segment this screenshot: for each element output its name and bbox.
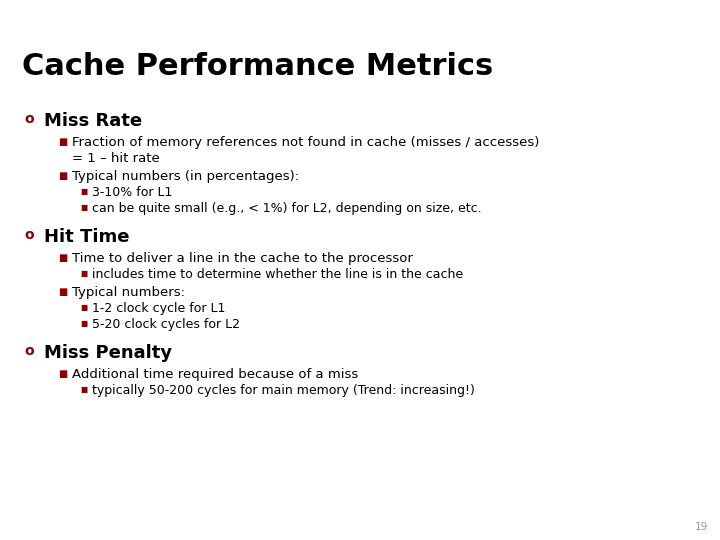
Text: Time to deliver a line in the cache to the processor: Time to deliver a line in the cache to t… [72, 252, 413, 265]
Text: University: University [657, 10, 709, 19]
Text: Fraction of memory references not found in cache (misses / accesses): Fraction of memory references not found … [72, 136, 539, 149]
Text: Cache Performance Metrics: Cache Performance Metrics [22, 52, 493, 81]
Text: Seoul National: Seoul National [634, 5, 709, 15]
Text: includes time to determine whether the line is in the cache: includes time to determine whether the l… [92, 268, 463, 281]
Text: = 1 – hit rate: = 1 – hit rate [72, 152, 160, 165]
Text: 19: 19 [695, 522, 708, 532]
Text: 1-2 clock cycle for L1: 1-2 clock cycle for L1 [92, 302, 225, 315]
Text: ■: ■ [80, 385, 87, 394]
Text: Miss Penalty: Miss Penalty [44, 344, 172, 362]
Text: Typical numbers:: Typical numbers: [72, 286, 185, 299]
Text: Additional time required because of a miss: Additional time required because of a mi… [72, 368, 359, 381]
Text: ■: ■ [80, 319, 87, 328]
Text: 5-20 clock cycles for L2: 5-20 clock cycles for L2 [92, 318, 240, 331]
Text: Miss Rate: Miss Rate [44, 112, 142, 130]
Text: ■: ■ [58, 253, 67, 263]
Text: typically 50-200 cycles for main memory (Trend: increasing!): typically 50-200 cycles for main memory … [92, 384, 475, 397]
Text: ■: ■ [80, 269, 87, 278]
Text: o: o [24, 112, 34, 126]
Text: can be quite small (e.g., < 1%) for L2, depending on size, etc.: can be quite small (e.g., < 1%) for L2, … [92, 202, 482, 215]
Text: ■: ■ [80, 203, 87, 212]
Text: ■: ■ [58, 171, 67, 181]
Text: ■: ■ [58, 137, 67, 147]
Text: o: o [24, 228, 34, 242]
Text: o: o [24, 344, 34, 358]
Text: ■: ■ [58, 369, 67, 379]
Text: 3-10% for L1: 3-10% for L1 [92, 186, 172, 199]
Text: Hit Time: Hit Time [44, 228, 130, 246]
Text: ■: ■ [80, 303, 87, 312]
Text: ■: ■ [58, 287, 67, 297]
Text: Typical numbers (in percentages):: Typical numbers (in percentages): [72, 170, 299, 183]
Text: ■: ■ [80, 187, 87, 196]
